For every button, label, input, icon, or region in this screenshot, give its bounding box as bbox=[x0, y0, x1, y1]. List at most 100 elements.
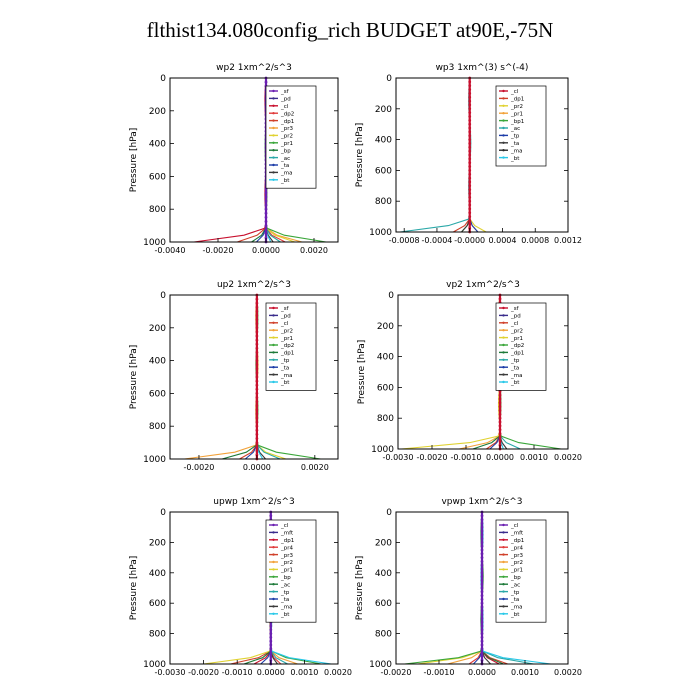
legend-marker bbox=[272, 321, 275, 324]
series-point bbox=[255, 404, 259, 408]
series-line-pr3 bbox=[230, 511, 272, 665]
legend-marker bbox=[272, 597, 275, 601]
legend-entry-pr2: _pr2 bbox=[280, 560, 293, 566]
legend-entry-dp1: _dp1 bbox=[510, 538, 524, 544]
y-tick-label: 200 bbox=[149, 324, 166, 334]
series-point bbox=[498, 412, 502, 416]
series-point bbox=[468, 115, 472, 118]
legend-entry-pr3: _pr3 bbox=[510, 553, 524, 559]
legend-entry-pr3: _pr3 bbox=[280, 126, 294, 132]
series-point bbox=[269, 651, 273, 654]
chart-panel-4: vp2 1xm^2/s^3 Pressure [hPa] 0 200 400 600 800… bbox=[357, 280, 582, 462]
legend-marker bbox=[272, 178, 275, 181]
series-point bbox=[264, 207, 268, 211]
legend-entry-ta: _ta bbox=[510, 365, 519, 371]
series-point bbox=[255, 449, 259, 453]
legend-entry-pr1: _pr1 bbox=[510, 111, 523, 117]
legend-entry-dp1: _dp1 bbox=[510, 97, 524, 103]
series-point bbox=[480, 533, 484, 537]
series-point bbox=[468, 188, 472, 192]
series-point bbox=[468, 103, 472, 107]
legend-entry-cl: _cl bbox=[510, 523, 519, 529]
series-line-pr1 bbox=[203, 511, 273, 665]
legend-marker bbox=[272, 329, 275, 332]
legend-box bbox=[265, 85, 317, 189]
series-point bbox=[498, 393, 502, 397]
legend-marker bbox=[272, 366, 275, 369]
x-tick-label: 0.0000 bbox=[252, 246, 280, 255]
series-point bbox=[468, 138, 472, 142]
y-tick-label: 1000 bbox=[143, 238, 166, 248]
legend-marker bbox=[272, 560, 275, 564]
y-tick-label: 0 bbox=[160, 508, 166, 518]
series-point bbox=[480, 624, 484, 628]
chart-title: wp2 1xm^2/s^3 bbox=[216, 63, 292, 73]
x-tick-label: 0.0020 bbox=[300, 246, 328, 255]
series-point bbox=[255, 297, 259, 301]
legend-entry-tp: _tp bbox=[510, 358, 520, 364]
plot-frame bbox=[395, 77, 569, 233]
series-point bbox=[480, 518, 484, 521]
legend-marker bbox=[272, 612, 275, 615]
legend-marker bbox=[272, 149, 275, 152]
legend-entry-sf: _sf bbox=[280, 306, 290, 312]
legend-marker bbox=[502, 366, 505, 369]
y-tick-label: 400 bbox=[149, 140, 166, 150]
legend-marker bbox=[502, 380, 505, 384]
legend-entry-bt: _bt bbox=[280, 380, 290, 386]
legend-entry-cl: _cl bbox=[280, 104, 289, 110]
series-point bbox=[269, 647, 273, 651]
y-tick-label: 600 bbox=[375, 166, 392, 176]
legend-marker bbox=[502, 568, 505, 571]
series-point bbox=[468, 111, 472, 115]
series-point bbox=[255, 314, 259, 317]
legend-marker bbox=[502, 523, 505, 527]
legend-entry-dp2: _dp2 bbox=[510, 343, 524, 349]
x-tick-label: -0.0010 bbox=[451, 453, 482, 462]
legend-entry-pr4: _pr4 bbox=[510, 545, 524, 551]
series-point bbox=[269, 639, 273, 643]
x-tick-label: 0.0010 bbox=[520, 453, 548, 462]
legend-entry-dp1: _dp1 bbox=[280, 538, 294, 544]
legend-entry-ta: _ta bbox=[280, 597, 289, 603]
x-tick-label: -0.0020 bbox=[417, 453, 448, 462]
y-tick-label: 400 bbox=[377, 353, 394, 363]
series-line-pr2 bbox=[184, 294, 259, 460]
series-point bbox=[468, 95, 472, 99]
series-point bbox=[269, 624, 273, 628]
legend-marker bbox=[272, 380, 275, 384]
legend-marker bbox=[502, 546, 505, 549]
series-point bbox=[480, 571, 484, 575]
series-point bbox=[468, 88, 472, 91]
legend-entry-ac: _ac bbox=[280, 582, 290, 588]
series-point bbox=[498, 424, 502, 428]
series-point bbox=[255, 420, 259, 424]
series-point bbox=[269, 632, 273, 635]
y-tick-label: 600 bbox=[149, 172, 166, 182]
x-tick-label: -0.0020 bbox=[203, 246, 234, 255]
series-point bbox=[480, 655, 484, 658]
y-axis-label: Pressure [hPa] bbox=[129, 556, 139, 621]
legend-marker bbox=[502, 89, 505, 93]
legend-entry-cl: _cl bbox=[510, 89, 519, 95]
legend-entry-ma: _ma bbox=[510, 148, 522, 154]
legend-marker bbox=[272, 97, 275, 100]
series-point bbox=[468, 122, 472, 126]
series-point bbox=[480, 586, 484, 590]
series-point bbox=[255, 387, 259, 391]
legend-marker bbox=[272, 156, 275, 159]
y-tick-label: 600 bbox=[149, 599, 166, 609]
legend-entry-pr1: _pr1 bbox=[280, 336, 293, 342]
chart-title: wp3 1xm^(3) s^(-4) bbox=[436, 63, 529, 73]
legend-marker bbox=[272, 119, 275, 122]
series-point bbox=[255, 433, 259, 436]
legend-marker bbox=[502, 321, 505, 324]
legend-marker bbox=[272, 336, 275, 339]
legend-marker bbox=[502, 314, 505, 317]
x-tick-label: -0.0040 bbox=[155, 246, 186, 255]
legend-box bbox=[495, 302, 547, 391]
chart-title: vpwp 1xm^2/s^3 bbox=[441, 497, 522, 507]
series-point bbox=[255, 355, 259, 358]
series-point bbox=[255, 412, 259, 416]
legend-marker bbox=[272, 538, 275, 541]
